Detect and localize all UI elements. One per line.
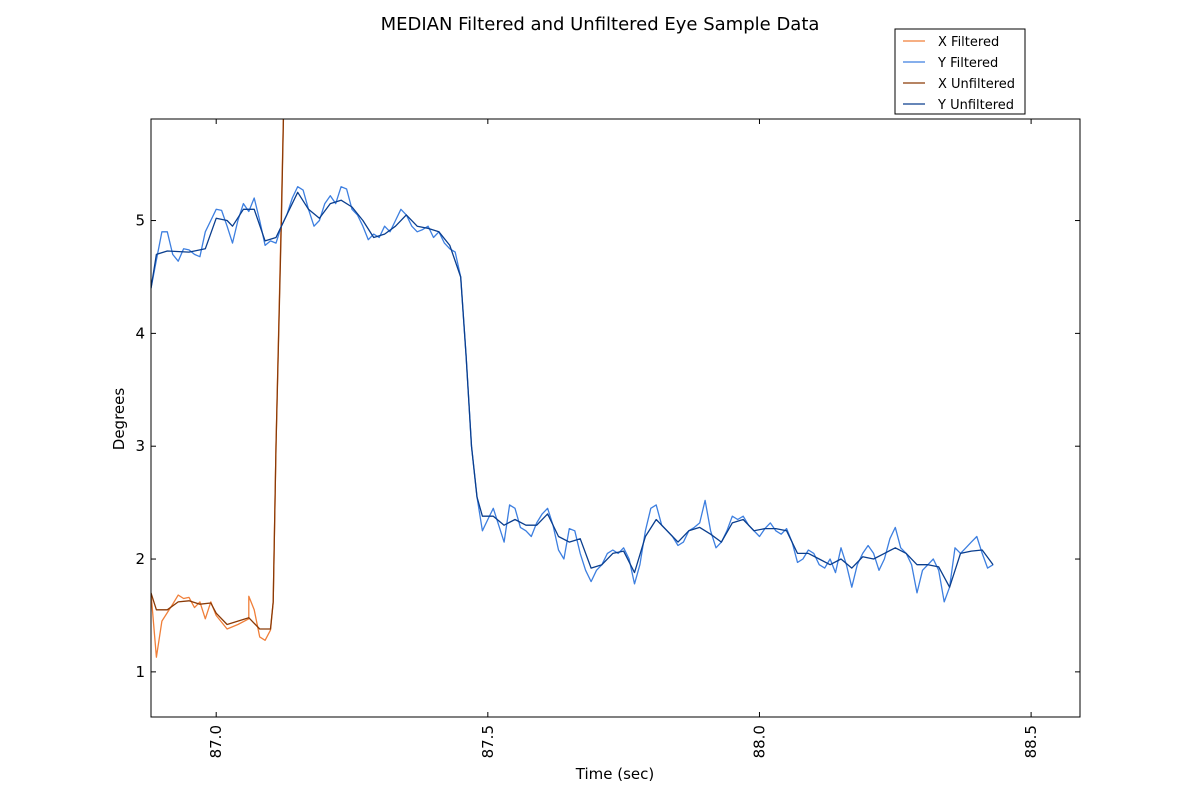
- y-axis: 1 2 3 4 5: [135, 212, 1080, 681]
- legend-box: [894, 28, 1026, 115]
- legend: X Filtered Y Filtered X Unfiltered Y Unfilt…: [894, 28, 1026, 115]
- legend-label: Y Unfiltered: [937, 98, 1014, 113]
- x-tick-label: 88.0: [750, 725, 768, 758]
- series-line-x-unfiltered: [151, 119, 285, 630]
- series-line-y-filtered: [151, 186, 994, 603]
- y-tick-label: 1: [135, 663, 145, 681]
- series-layer: [151, 119, 994, 658]
- y-tick-label: 3: [135, 437, 145, 455]
- x-axis-label: Time (sec): [575, 765, 654, 783]
- y-tick-label: 2: [135, 550, 145, 568]
- series-line-y-unfiltered: [151, 191, 994, 588]
- y-axis-label: Degrees: [110, 388, 128, 451]
- legend-label: Y Filtered: [937, 56, 998, 71]
- y-tick-label: 5: [135, 212, 145, 230]
- legend-label: X Filtered: [938, 35, 999, 50]
- chart-title: MEDIAN Filtered and Unfiltered Eye Sampl…: [381, 14, 820, 35]
- x-tick-label: 88.5: [1022, 725, 1040, 758]
- x-tick-label: 87.0: [207, 725, 225, 758]
- x-tick-label: 87.5: [479, 725, 497, 758]
- plot-area: [150, 118, 1081, 718]
- x-axis: 87.0 87.5 88.0 88.5: [207, 119, 1040, 758]
- legend-label: X Unfiltered: [938, 77, 1015, 92]
- plot-frame: [150, 118, 1081, 718]
- y-tick-label: 4: [135, 324, 145, 342]
